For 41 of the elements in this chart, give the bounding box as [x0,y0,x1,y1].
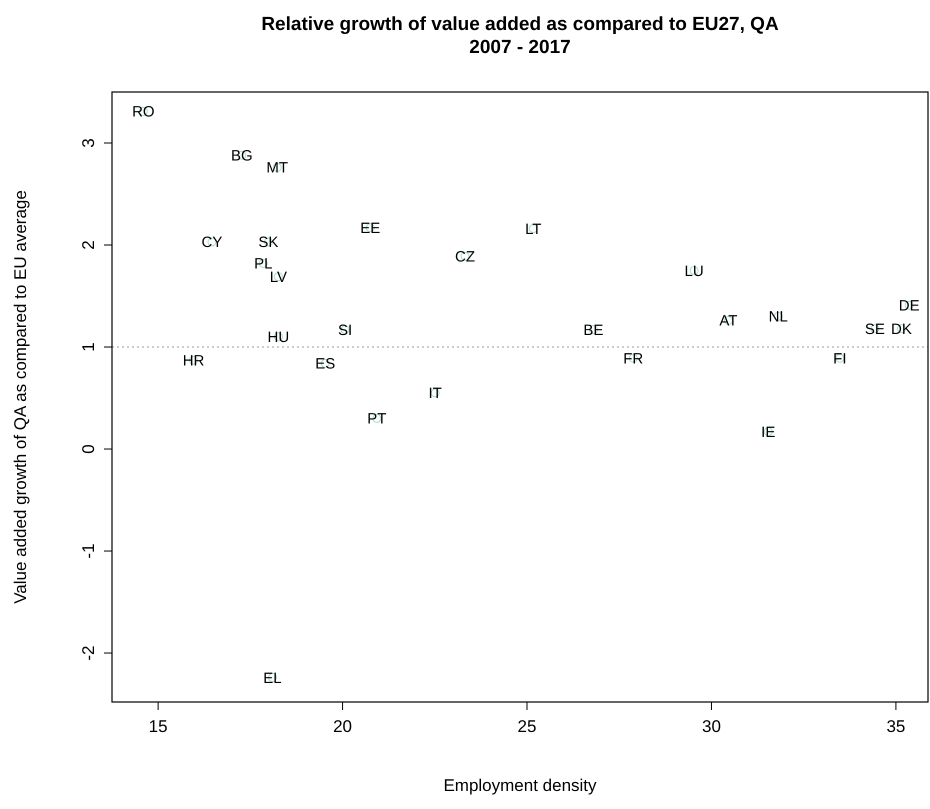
annotation: PL [254,256,272,273]
annotation: LU [684,262,704,280]
y-tick-label: 0 [79,444,98,454]
annotation: SK [258,234,278,252]
x-tick-label: 25 [518,717,536,736]
y-tick-label: 3 [79,138,98,148]
annotation: AT [719,312,738,330]
annotation: CY [202,234,222,252]
annotation: BG [231,147,253,164]
y-tick-label: -2 [79,645,98,661]
x-tick-label: 35 [886,717,906,736]
y-axis-title: Value added growth of QA as compared to EU average [11,190,30,604]
annotation: DE [898,297,920,314]
x-tick-label: 20 [333,717,352,736]
annotation: SE [864,320,885,338]
annotation: CZ [455,248,476,266]
x-tick-label: 30 [702,717,721,736]
x-axis-title: Employment density [443,776,598,795]
annotation: IE [761,424,776,441]
annotation: FI [833,350,847,368]
y-tick-label: 2 [79,240,98,250]
annotation: LT [525,220,542,238]
annotation: RO [132,104,155,121]
x-tick-label: 15 [148,717,168,736]
chart-title: Relative growth of value added as compared to EU27, QA 2007 - 2017 [261,14,779,58]
annotation: HU [268,329,290,346]
annotation: IT [428,385,442,402]
annotation: SI [338,322,352,339]
annotation: MT [266,160,288,177]
y-tick-label: 1 [79,342,98,352]
y-tick-label: -1 [79,543,98,559]
annotation: BE [583,322,604,339]
annotation: LV [270,268,287,286]
annotation: EL [263,670,282,687]
annotation: PT [367,410,386,428]
annotation: EE [360,220,380,237]
annotation: DK [891,320,912,338]
annotation: ES [315,356,336,373]
annotation: FR [623,350,644,368]
annotation: NL [768,308,788,326]
annotation: HR [182,352,205,370]
